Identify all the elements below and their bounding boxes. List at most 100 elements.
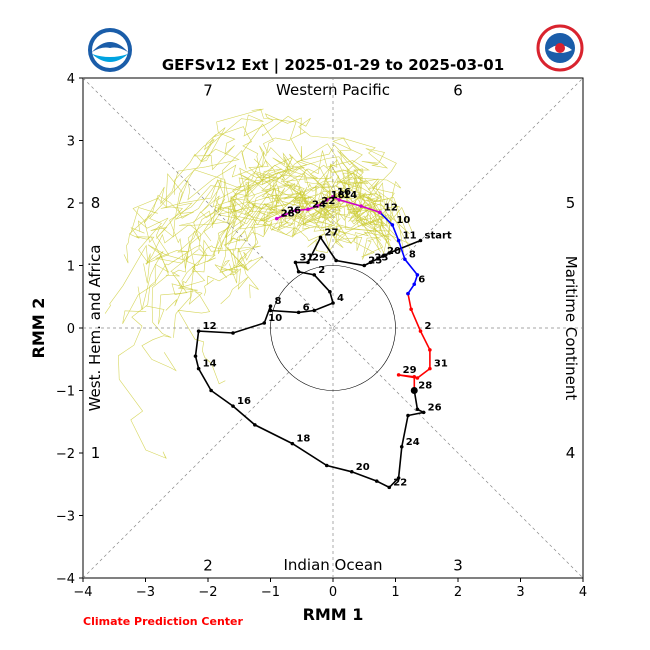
ensemble-tracks [104, 108, 413, 459]
y-axis-label: RMM 2 [29, 298, 48, 359]
y-tick-label: −3 [56, 510, 75, 525]
series-point [415, 376, 420, 380]
chart-title: GEFSv12 Ext | 2025-01-29 to 2025-03-01 [162, 56, 504, 75]
series-point [387, 251, 392, 255]
series-point [396, 373, 401, 377]
y-tick-label: 1 [67, 260, 75, 275]
x-tick-label: −2 [198, 585, 217, 600]
data-label: 24 [406, 437, 420, 448]
data-label: 18 [331, 190, 345, 201]
y-tick-label: 3 [67, 135, 75, 150]
data-label: 8 [275, 296, 282, 307]
series-point [196, 329, 201, 333]
data-label: 12 [203, 321, 217, 332]
data-label: 28 [281, 209, 295, 220]
series-point [396, 238, 401, 243]
series-point [318, 235, 323, 240]
series-point [231, 404, 235, 408]
phase-label-8: 8 [91, 194, 101, 212]
series-point [390, 223, 395, 227]
x-tick-label: −4 [73, 585, 92, 600]
data-label: 18 [296, 434, 310, 445]
series-point [274, 216, 279, 221]
series-point [362, 263, 367, 268]
data-label: 2 [318, 265, 325, 276]
forecast-series: start20232527293124681012141618202224262… [193, 187, 452, 490]
ensemble-member-track [219, 189, 410, 274]
x-axis-label: RMM 1 [303, 605, 364, 624]
ensemble-member-track [155, 182, 393, 264]
series-point [306, 260, 310, 265]
phase-label-7: 7 [203, 82, 213, 100]
series-point [349, 469, 354, 474]
data-label: 11 [403, 231, 417, 242]
data-label: 22 [393, 477, 407, 488]
data-label: 12 [384, 202, 398, 213]
series-point [331, 194, 335, 199]
data-label: 14 [343, 190, 357, 201]
series-point [209, 388, 213, 393]
series-line [276, 195, 381, 220]
series-point [337, 198, 342, 202]
series-point [331, 301, 335, 305]
data-label: 6 [303, 302, 310, 313]
data-label: 10 [268, 313, 282, 324]
series-point [296, 269, 301, 274]
data-label: 31 [434, 359, 448, 370]
ensemble-member-track [122, 123, 396, 324]
ensemble-member-track [220, 210, 385, 305]
track-end-marker [410, 387, 418, 394]
series-point [418, 329, 423, 333]
data-label: 24 [312, 199, 326, 210]
data-label: 28 [418, 381, 432, 392]
unit-circle [270, 265, 396, 391]
phase-label-3: 3 [453, 557, 463, 575]
series-point [193, 354, 198, 358]
ensemble-member-track [171, 201, 391, 385]
region-top: Western Pacific [276, 81, 390, 99]
phase-label-2: 2 [203, 557, 213, 575]
series-point [399, 444, 404, 449]
phase-label-4: 4 [566, 444, 576, 462]
y-tick-label: 2 [67, 197, 75, 212]
series-point [312, 273, 317, 277]
series-point [396, 476, 401, 480]
series-point [253, 423, 257, 427]
series-point [406, 291, 410, 296]
data-label: 22 [321, 196, 335, 207]
series-point [368, 260, 373, 265]
series-point [406, 413, 410, 418]
region-left: West. Hem. and Africa [86, 245, 104, 412]
ensemble-member-track [138, 156, 404, 253]
series-point [359, 204, 363, 208]
data-label: 4 [337, 293, 344, 304]
series-line [194, 235, 427, 489]
data-label: 31 [300, 252, 314, 263]
y-tick-label: −2 [56, 447, 75, 462]
ensemble-member-track [165, 150, 379, 277]
x-tick-label: 1 [391, 585, 399, 600]
series-point [418, 238, 423, 243]
data-label: 14 [203, 359, 217, 370]
series-point [412, 374, 417, 379]
ensemble-member-track [123, 126, 394, 264]
series-point [268, 304, 273, 308]
x-tick-label: 2 [454, 585, 462, 600]
data-label: 23 [375, 252, 389, 263]
series-point [415, 407, 420, 412]
series-point [374, 479, 379, 483]
y-tick-label: 4 [67, 72, 75, 87]
data-label: 27 [325, 227, 339, 238]
x-tick-label: 0 [329, 585, 337, 600]
data-label: start [425, 231, 452, 242]
series-point [290, 441, 295, 446]
series-point [315, 204, 320, 208]
x-tick-label: 3 [516, 585, 524, 600]
series-point [428, 366, 432, 371]
phase-label-1: 1 [91, 444, 101, 462]
data-label: 16 [237, 396, 251, 407]
series-point [296, 310, 301, 315]
diagonal-1 [82, 77, 584, 579]
data-label: 25 [368, 256, 382, 267]
ensemble-member-track [104, 113, 377, 314]
